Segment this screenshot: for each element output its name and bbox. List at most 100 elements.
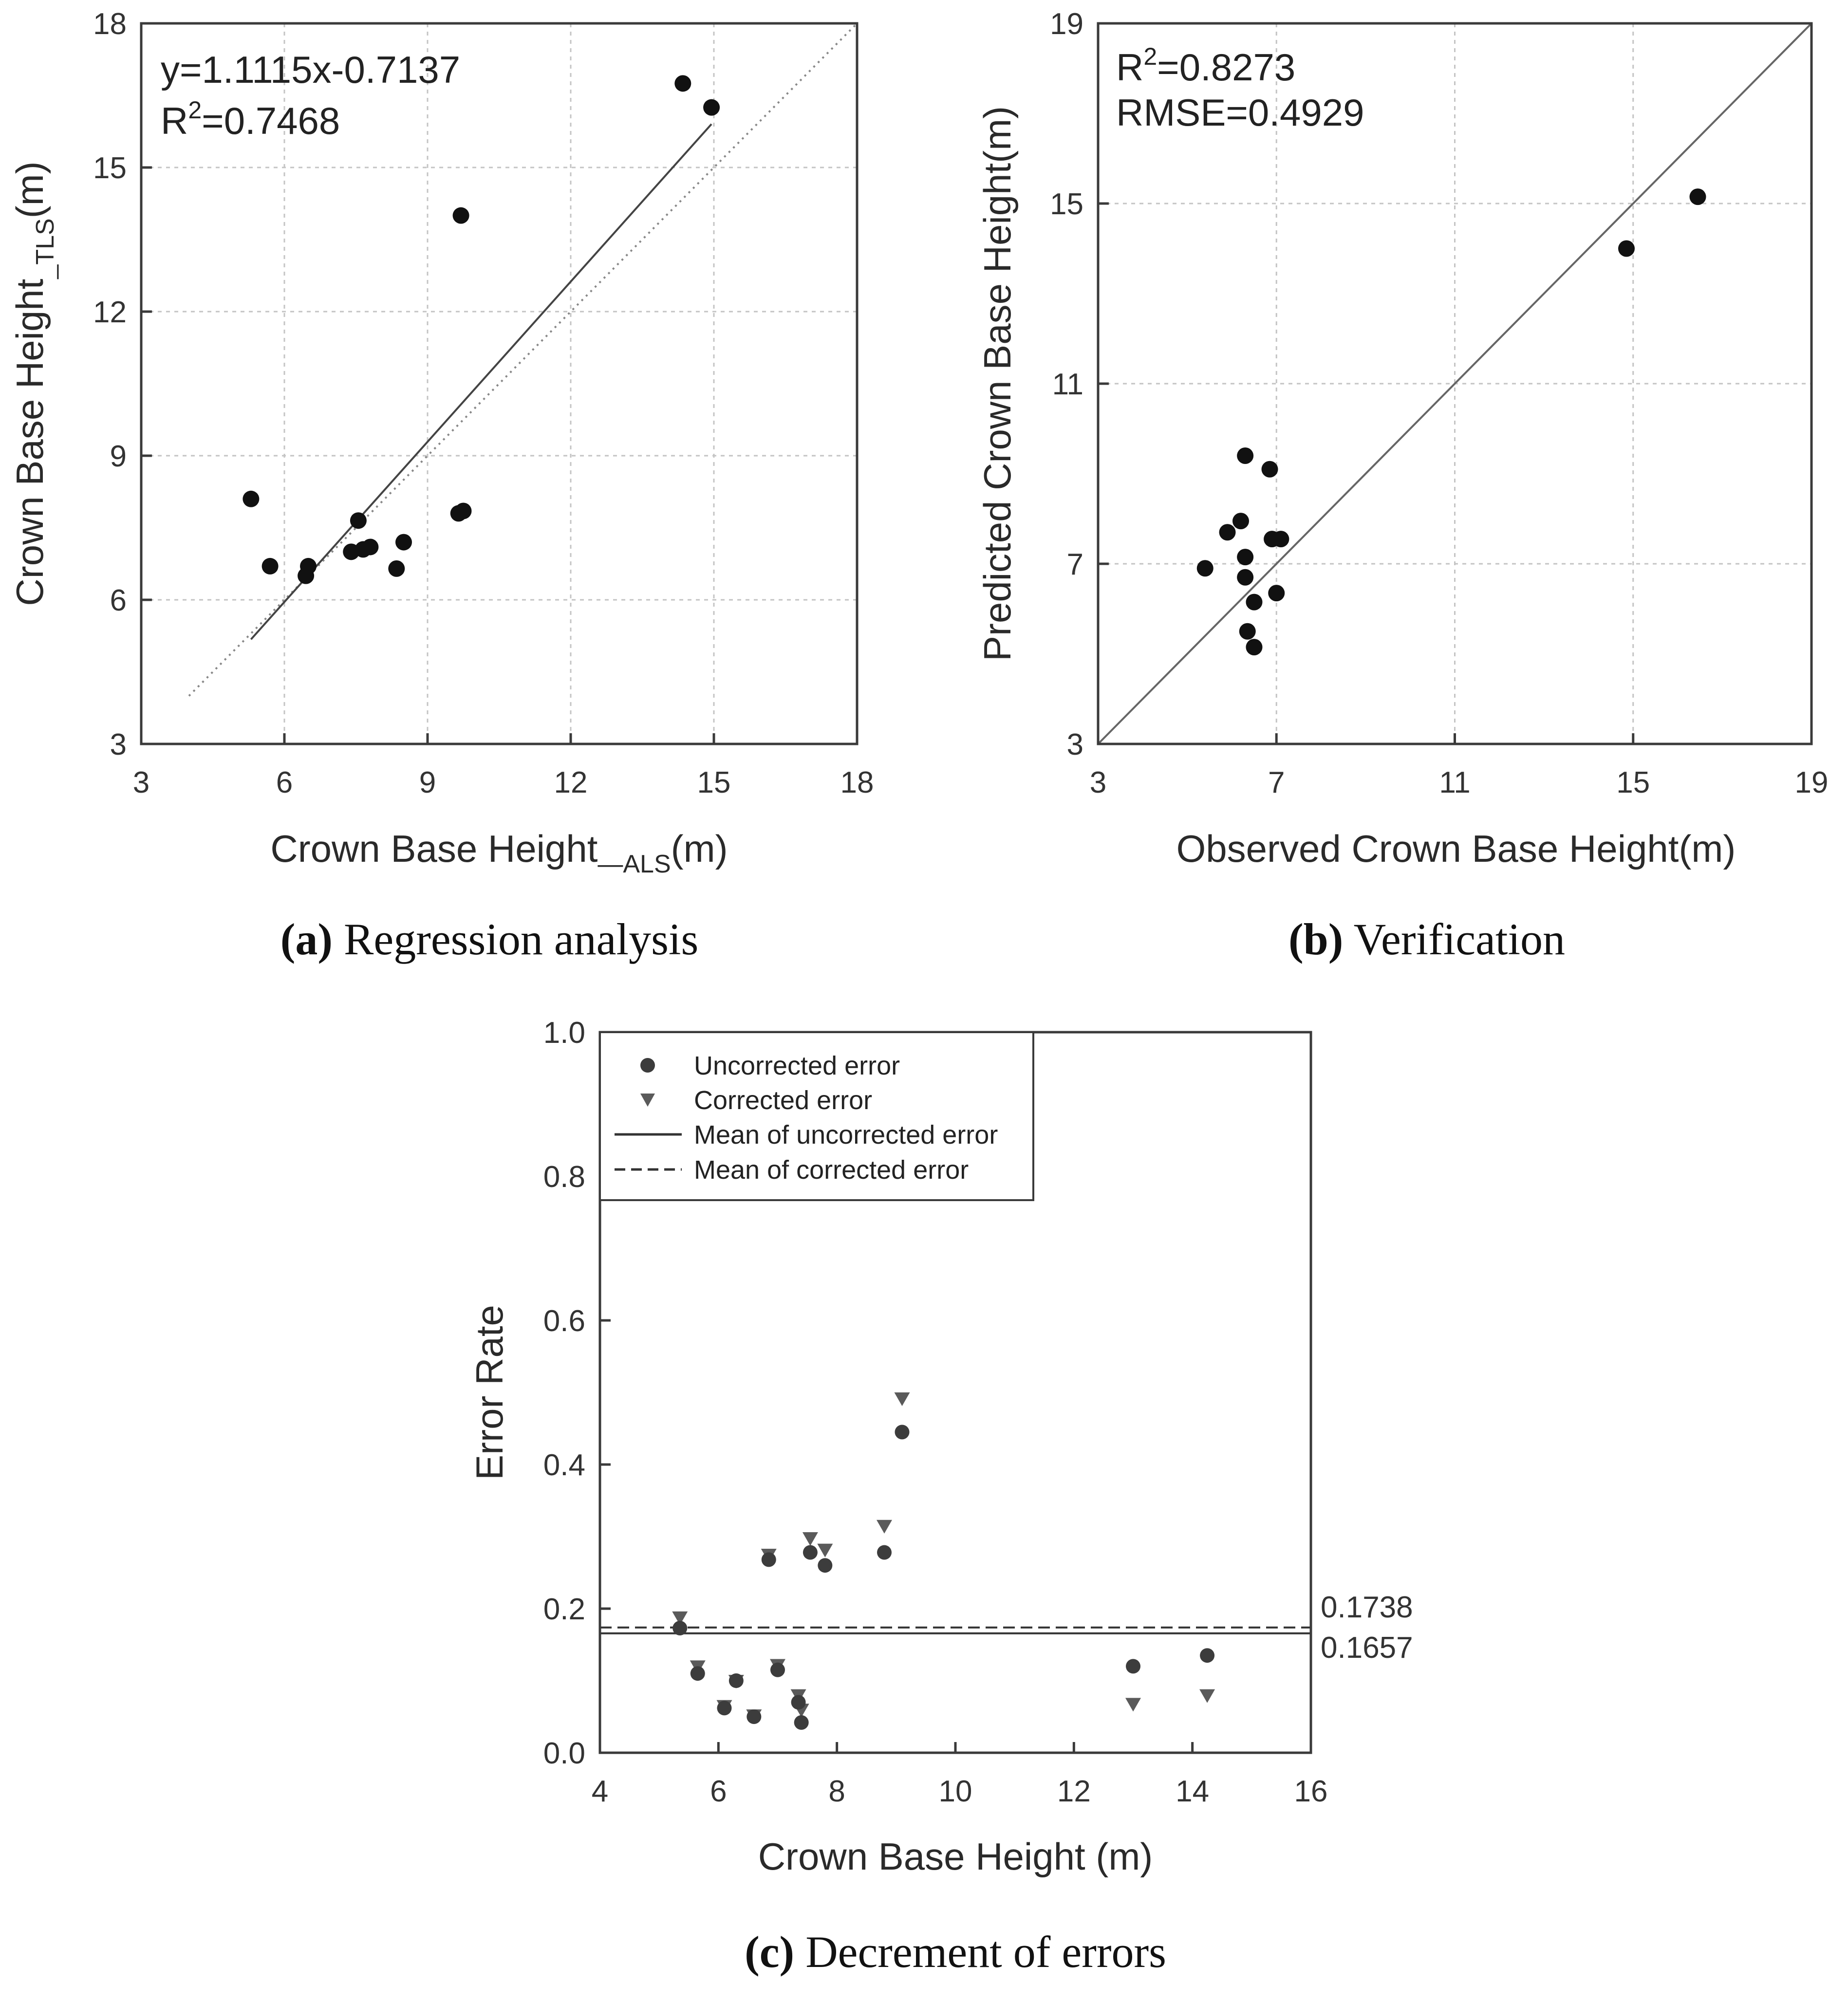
panel-b-x-tick-label: 11	[1439, 766, 1470, 799]
panel-a-ticks: 3 6 9 12 15 18 3 6 9 12 15 18	[93, 7, 874, 799]
panel-a-xlabel-unit: (m)	[671, 827, 728, 870]
uncorrected-error-point	[728, 1673, 744, 1688]
panel-c-y-tick-label: 0.0	[543, 1737, 585, 1770]
panel-b-point	[1239, 623, 1256, 640]
panel-a-point	[674, 75, 691, 92]
uncorrected-error-point	[672, 1620, 688, 1635]
panel-c-ticks: 4 6 8 10 12 14 16 0.0 0.2 0.4 0.6 0.8 1.0	[543, 1016, 1328, 1808]
panel-a-regression-line	[250, 123, 712, 640]
uncorrected-error-point	[803, 1545, 818, 1560]
mean-corrected-value-label: 0.1738	[1321, 1591, 1413, 1624]
panel-b-x-axis-label: Observed Crown Base Height(m)	[1176, 827, 1736, 870]
panel-c-x-tick-label: 10	[939, 1775, 972, 1808]
panel-a-ylabel-unit: (m)	[8, 161, 51, 218]
uncorrected-error-point	[895, 1425, 910, 1440]
panel-c: 4 6 8 10 12 14 16 0.0 0.2 0.4 0.6 0.8 1.0 Uncorrecte…	[468, 1016, 1413, 1977]
panel-b-point	[1232, 513, 1249, 530]
panel-a-caption-label: (a)	[280, 914, 333, 964]
panel-b-ticks: 3 7 11 15 19 3 7 11 15 19	[1050, 7, 1828, 799]
uncorrected-error-point	[761, 1552, 776, 1567]
panel-b-r2: R2=0.8273	[1116, 43, 1295, 89]
panel-c-x-axis-label: Crown Base Height (m)	[758, 1835, 1153, 1878]
panel-c-x-tick-label: 12	[1057, 1775, 1091, 1808]
panel-c-legend: Uncorrected error Corrected error Mean o…	[599, 1031, 1034, 1201]
legend-mean-uncorrected-label: Mean of uncorrected error	[694, 1120, 998, 1150]
uncorrected-error-point	[791, 1695, 806, 1710]
panel-b-point	[1246, 593, 1263, 611]
panel-a-y-axis-label: Crown Base Height_TLS(m)	[8, 161, 59, 606]
panel-a-y-tick-label: 6	[110, 584, 127, 617]
corrected-error-point	[817, 1543, 833, 1558]
panel-a-x-tick-label: 15	[697, 766, 731, 799]
panel-a-caption-text: Regression analysis	[333, 914, 698, 964]
uncorrected-error-point	[690, 1666, 705, 1681]
uncorrected-error-point	[1200, 1648, 1215, 1663]
legend-corrected-label: Corrected error	[694, 1086, 872, 1115]
panel-c-y-tick-label: 0.2	[543, 1593, 585, 1626]
panel-b-r2-prefix: R	[1116, 46, 1143, 89]
panel-b-x-tick-label: 3	[1090, 766, 1106, 799]
panel-a-points	[243, 75, 720, 584]
corrected-error-point	[1199, 1689, 1215, 1703]
panel-b-caption-text: Verification	[1343, 914, 1565, 964]
panel-a-y-tick-label: 18	[93, 7, 127, 41]
panel-b-x-tick-label: 19	[1795, 766, 1829, 799]
panel-b-point	[1196, 560, 1213, 577]
corrected-error-point	[1125, 1698, 1141, 1712]
panel-a-y-tick-label: 9	[110, 440, 127, 473]
panel-b-x-tick-label: 15	[1616, 766, 1650, 799]
panel-a: 3 6 9 12 15 18 3 6 9 12 15 18 y=1.1115x-0.7137 R2=0…	[8, 7, 874, 964]
panel-a-y-tick-label: 15	[93, 151, 127, 185]
panel-a-grid	[141, 23, 857, 744]
corrected-error-point	[877, 1520, 892, 1534]
panel-a-point	[300, 557, 317, 575]
panel-b-point	[1237, 569, 1254, 586]
panel-a-x-tick-label: 3	[133, 766, 149, 799]
panel-a-r2: R2=0.7468	[161, 96, 340, 142]
panel-c-uncorrected-points	[672, 1425, 1215, 1730]
panel-a-r2-value: =0.7468	[202, 99, 340, 142]
panel-b: 3 7 11 15 19 3 7 11 15 19 R2=0.8273 RMSE=0.4929 O…	[976, 7, 1828, 964]
uncorrected-error-point	[818, 1558, 833, 1573]
panel-c-y-tick-label: 0.4	[543, 1448, 585, 1482]
panel-a-point	[452, 207, 469, 224]
panel-c-caption-label: (c)	[745, 1927, 794, 1977]
panel-b-points	[1196, 188, 1706, 656]
panel-b-y-tick-label: 7	[1067, 548, 1083, 581]
uncorrected-error-point	[877, 1545, 892, 1560]
panel-a-point	[395, 534, 412, 551]
panel-a-y-tick-label: 12	[93, 296, 127, 329]
panel-c-y-tick-label: 1.0	[543, 1016, 585, 1050]
panel-c-x-tick-label: 8	[828, 1775, 845, 1808]
panel-a-ylabel-main: Crown Base Height	[8, 278, 51, 606]
panel-a-point	[261, 557, 279, 575]
panel-a-r2-sup: 2	[188, 96, 202, 124]
panel-b-caption: (b) Verification	[1288, 914, 1565, 964]
panel-b-caption-label: (b)	[1288, 914, 1343, 964]
panel-a-regression-line-group	[250, 123, 712, 640]
panel-a-point	[362, 538, 379, 556]
legend-uncorrected-marker	[640, 1058, 655, 1073]
panel-b-y-tick-label: 3	[1067, 728, 1083, 761]
panel-c-x-tick-label: 14	[1176, 1775, 1209, 1808]
panel-b-point	[1237, 447, 1254, 464]
panel-b-point	[1219, 524, 1236, 541]
uncorrected-error-point	[1126, 1659, 1140, 1674]
panel-b-point	[1261, 461, 1278, 478]
panel-b-point	[1689, 188, 1706, 205]
uncorrected-error-point	[717, 1701, 732, 1716]
panel-c-y-axis-label: Error Rate	[468, 1305, 511, 1480]
legend-corrected-marker	[640, 1094, 655, 1107]
panel-a-point	[455, 502, 472, 519]
panel-b-y-tick-label: 11	[1052, 368, 1083, 401]
panel-a-point	[388, 560, 405, 577]
panel-a-caption: (a) Regression analysis	[280, 914, 699, 964]
panel-b-reference-line-group	[1097, 22, 1812, 745]
panel-b-r2-value: =0.8273	[1157, 46, 1295, 89]
panel-c-caption-text: Decrement of errors	[794, 1927, 1166, 1977]
panel-a-x-tick-label: 9	[419, 766, 436, 799]
panel-b-point	[1237, 549, 1254, 566]
panel-a-y-tick-label: 3	[110, 728, 127, 761]
corrected-error-point	[894, 1392, 910, 1406]
